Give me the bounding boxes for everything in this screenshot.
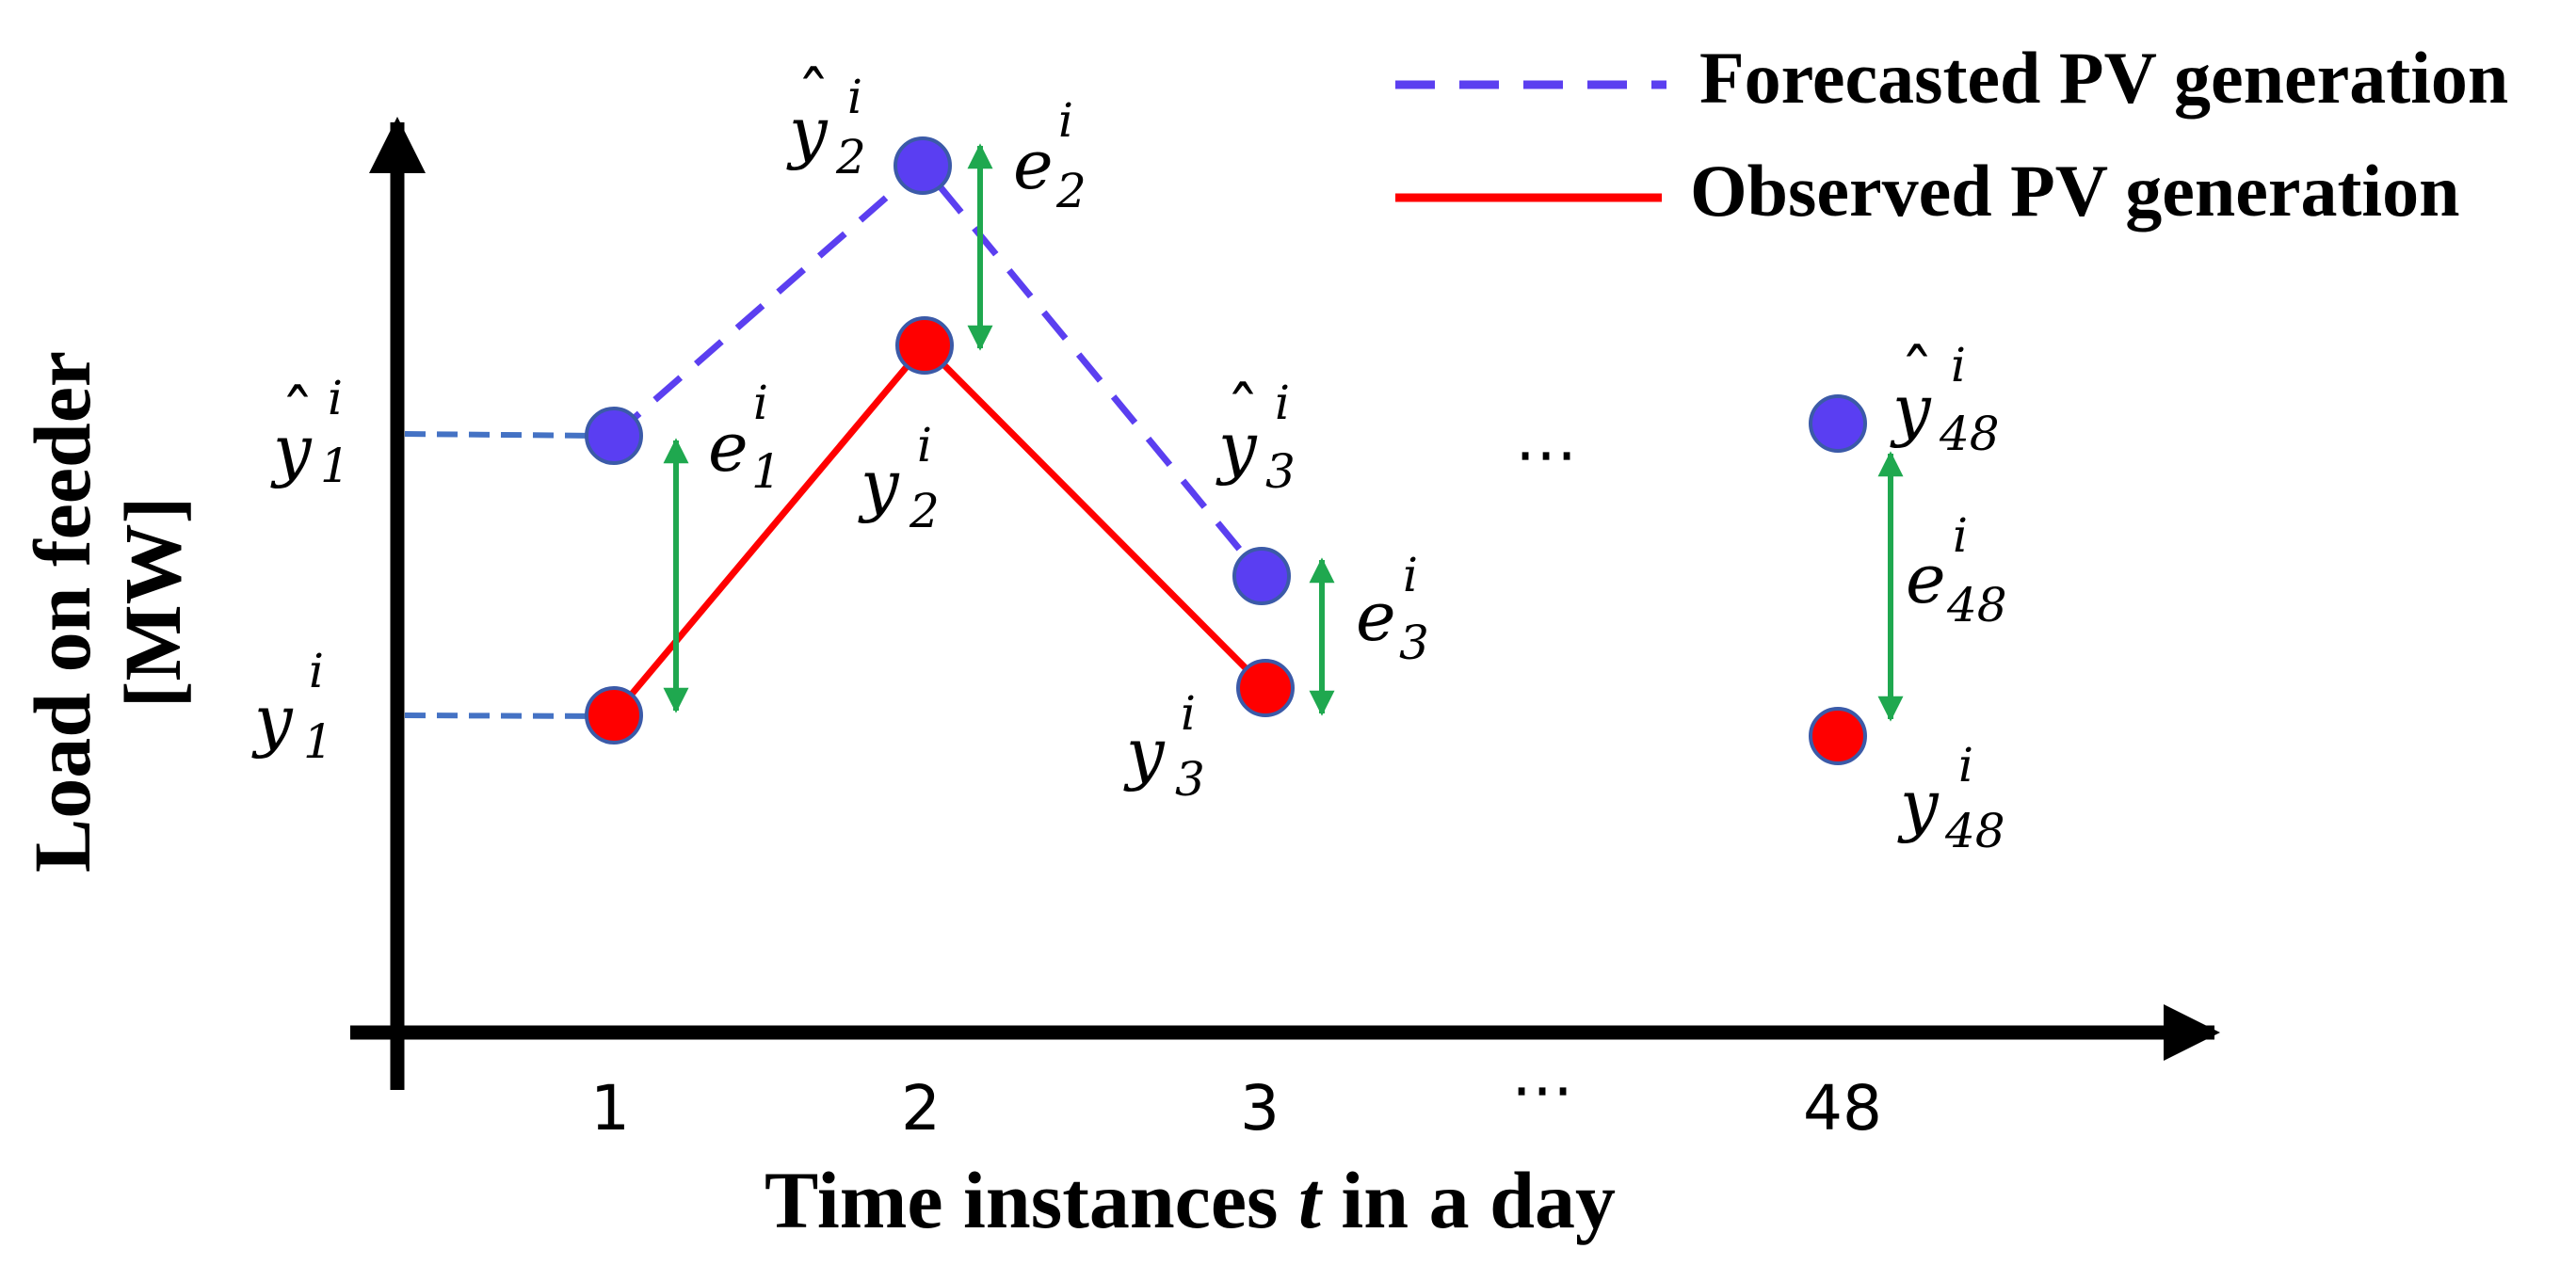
- y-axis-title-line1: Load on feeder: [17, 352, 107, 873]
- label-observed-48: y i 48: [1897, 738, 2005, 858]
- label-error-2-sub: 2: [1055, 164, 1087, 218]
- error-arrows: [663, 143, 1904, 722]
- label-forecast-48-base: y: [1890, 370, 1932, 449]
- label-observed-48-base: y: [1897, 765, 1940, 844]
- label-forecast-48-hat: ˆ: [1900, 335, 1934, 414]
- label-error-2-base: e: [1013, 125, 1054, 204]
- label-forecast-1-sub: 1: [320, 439, 350, 493]
- observed-point-3: [1236, 659, 1295, 717]
- label-observed-48-sup: i: [1958, 738, 1973, 793]
- label-error-1: e i 1: [708, 376, 781, 499]
- label-forecast-2-sup: i: [847, 70, 862, 124]
- label-forecast-3-hat: ˆ: [1226, 373, 1260, 452]
- label-error-1-sub: 1: [751, 444, 781, 499]
- label-error-48-sup: i: [1953, 508, 1968, 563]
- label-error-3-sup: i: [1403, 548, 1418, 602]
- y-axis-title: Load on feeder [MW]: [17, 332, 198, 873]
- forecast-point-2: [894, 136, 952, 195]
- x-tick-ellipsis: ⋯: [1511, 1053, 1573, 1126]
- label-error-3-base: e: [1356, 577, 1396, 656]
- label-error-48-base: e: [1906, 539, 1946, 618]
- x-axis-title-suffix: in a day: [1321, 1155, 1616, 1245]
- label-forecast-48-sub: 48: [1939, 407, 2000, 461]
- label-error-48: e i 48: [1906, 508, 2007, 632]
- observed-points: [585, 316, 1867, 765]
- label-observed-3: y i 3: [1123, 686, 1205, 807]
- forecast-guide-line: [404, 431, 604, 439]
- x-axis-title-var: t: [1298, 1155, 1324, 1245]
- label-forecast-3-base: y: [1216, 408, 1258, 487]
- label-error-2-sup: i: [1058, 93, 1073, 148]
- label-forecast-1-base: y: [270, 410, 313, 489]
- label-error-48-sub: 48: [1946, 578, 2007, 632]
- observed-series-line: [611, 340, 1268, 718]
- label-forecast-2-sub: 2: [835, 130, 866, 184]
- forecast-point-3: [1232, 547, 1291, 605]
- label-observed-48-sub: 48: [1944, 804, 2005, 858]
- observed-point-48: [1809, 707, 1867, 765]
- label-observed-3-base: y: [1123, 713, 1166, 793]
- guide-lines: [404, 431, 604, 719]
- x-tick-48: 48: [1803, 1072, 1882, 1145]
- legend-observed-label: Observed PV generation: [1690, 150, 2459, 232]
- x-axis-title-prefix: Time instances: [765, 1155, 1298, 1245]
- forecast-point-1: [585, 407, 643, 465]
- label-forecast-3-sub: 3: [1265, 444, 1296, 499]
- label-forecast-2-hat: ˆ: [797, 57, 830, 136]
- label-error-3: e i 3: [1356, 548, 1429, 670]
- label-error-1-base: e: [708, 408, 749, 487]
- x-tick-labels: 1 2 3 ⋯ 48: [590, 1053, 1882, 1145]
- label-forecast-48-sup: i: [1951, 338, 1966, 392]
- observed-point-1: [585, 686, 643, 745]
- x-axis-title: Time instances t in a day: [765, 1155, 1616, 1245]
- label-forecast-48: y ˆ i 48: [1890, 335, 2000, 461]
- axes: [350, 117, 2220, 1090]
- label-forecast-1-hat: ˆ: [281, 376, 314, 455]
- label-observed-1-sub: 1: [303, 714, 333, 769]
- label-forecast-1: y ˆ i 1: [270, 371, 350, 493]
- label-forecast-3: y ˆ i 3: [1216, 373, 1296, 499]
- label-observed-3-sup: i: [1181, 686, 1196, 741]
- x-tick-2: 2: [901, 1072, 941, 1145]
- label-error-1-sup: i: [753, 376, 768, 430]
- label-observed-1-base: y: [251, 681, 294, 760]
- forecast-point-48: [1809, 394, 1867, 453]
- label-observed-2-sub: 2: [909, 484, 940, 538]
- label-forecast-3-sup: i: [1275, 376, 1290, 430]
- label-forecast-2: y ˆ i 2: [786, 57, 866, 184]
- x-tick-3: 3: [1240, 1072, 1280, 1145]
- x-tick-1: 1: [590, 1072, 630, 1145]
- observed-guide-line: [404, 713, 604, 719]
- label-observed-2-base: y: [858, 445, 900, 524]
- legend-forecast-label: Forecasted PV generation: [1699, 37, 2508, 119]
- label-observed-1-sup: i: [309, 644, 324, 698]
- label-forecast-2-base: y: [786, 92, 829, 171]
- label-observed-2: y i 2: [858, 418, 940, 538]
- forecast-points: [585, 136, 1867, 605]
- ellipsis-mid: ⋯: [1515, 418, 1577, 490]
- observed-point-2: [895, 316, 954, 375]
- legend: Forecasted PV generation Observed PV gen…: [1395, 37, 2508, 232]
- label-forecast-1-sup: i: [328, 371, 343, 425]
- label-error-3-sub: 3: [1399, 616, 1429, 670]
- label-observed-2-sup: i: [917, 418, 932, 472]
- label-observed-3-sub: 3: [1175, 752, 1205, 807]
- label-observed-1: y i 1: [251, 644, 333, 769]
- label-error-2: e i 2: [1013, 93, 1087, 218]
- y-axis-title-line2: [MW]: [107, 497, 198, 708]
